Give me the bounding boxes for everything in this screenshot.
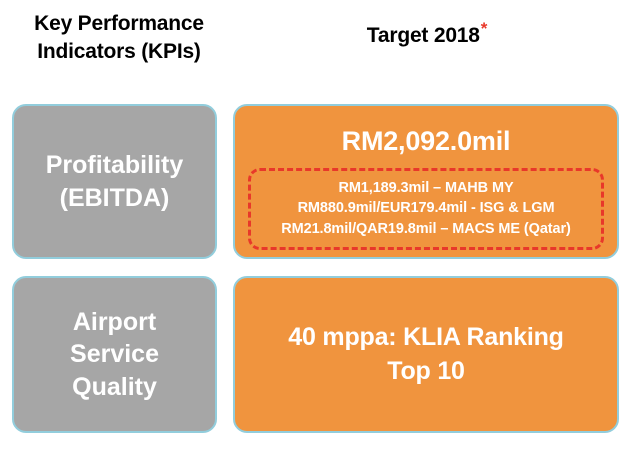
target-airport-service-quality: 40 mppa: KLIA Ranking Top 10 <box>233 276 619 433</box>
kpi-label-profitability: Profitability (EBITDA) <box>12 104 217 259</box>
kpi-label-profitability-line1: Profitability <box>45 151 184 179</box>
target-asq-line2: Top 10 <box>387 356 465 385</box>
kpi-column-header-line1: Key Performance <box>34 12 204 35</box>
kpi-label-asq-line3: Quality <box>72 372 157 401</box>
kpi-label-profitability-line2: (EBITDA) <box>59 183 170 212</box>
target-asq-line1: 40 mppa: KLIA Ranking <box>288 323 564 351</box>
footnote-asterisk-icon: * <box>480 19 488 38</box>
target-profitability-stack: RM2,092.0mil RM1,189.3mil – MAHB MY RM88… <box>235 113 617 251</box>
target-asq-text: 40 mppa: KLIA Ranking Top 10 <box>270 321 581 388</box>
target-profitability-headline: RM2,092.0mil <box>341 125 511 156</box>
kpi-label-asq-line2: Service <box>70 340 159 369</box>
target-profitability-breakdown: RM1,189.3mil – MAHB MY RM880.9mil/EUR179… <box>248 167 604 251</box>
breakdown-line-isg-lgm: RM880.9mil/EUR179.4mil - ISG & LGM <box>297 200 555 217</box>
kpi-label-airport-service-quality-text: Airport Service Quality <box>70 306 159 404</box>
target-column-header: Target 2018* <box>232 20 622 48</box>
kpi-column-header-line2: Indicators (KPIs) <box>37 39 201 63</box>
kpi-label-airport-service-quality: Airport Service Quality <box>12 276 217 433</box>
kpi-label-profitability-text: Profitability (EBITDA) <box>46 149 184 214</box>
kpi-column-header: Key Performance Indicators (KPIs) <box>14 10 224 65</box>
target-column-header-text: Target 2018 <box>366 24 480 47</box>
target-profitability: RM2,092.0mil RM1,189.3mil – MAHB MY RM88… <box>233 104 619 259</box>
kpi-label-asq-line1: Airport <box>72 307 157 336</box>
breakdown-line-macs-me: RM21.8mil/QAR19.8mil – MACS ME (Qatar) <box>281 220 571 237</box>
breakdown-line-mahb-my: RM1,189.3mil – MAHB MY <box>338 179 514 196</box>
